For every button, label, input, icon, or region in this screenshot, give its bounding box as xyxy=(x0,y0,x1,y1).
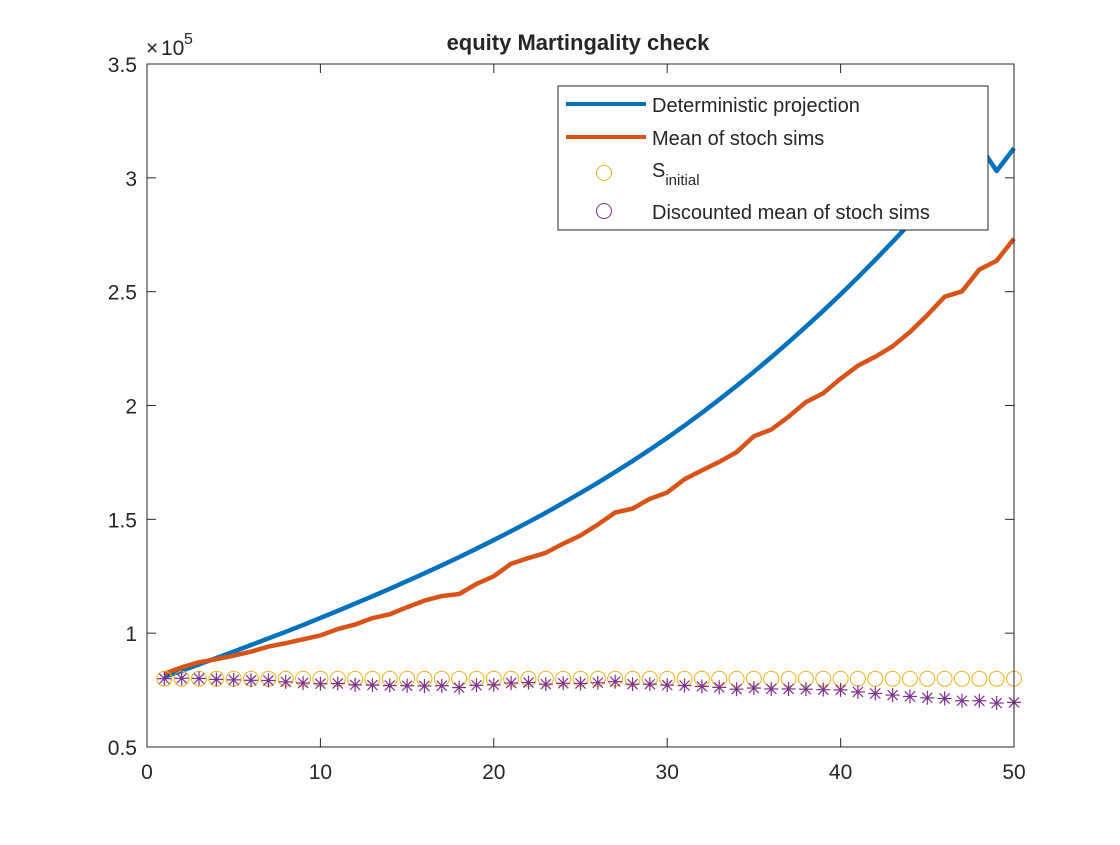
marker-discounted-mean-of-stoch-sims xyxy=(278,674,293,689)
x-tick-label: 20 xyxy=(482,761,505,784)
marker-discounted-mean-of-stoch-sims xyxy=(521,675,536,690)
marker-discounted-mean-of-stoch-sims xyxy=(989,696,1004,711)
marker-discounted-mean-of-stoch-sims xyxy=(261,673,276,688)
marker-discounted-mean-of-stoch-sims xyxy=(348,677,363,692)
legend-label-discounted: Discounted mean of stoch sims xyxy=(652,202,930,224)
marker-discounted-mean-of-stoch-sims xyxy=(660,678,675,693)
x-tick-label: 30 xyxy=(656,761,679,784)
legend-label-s-initial-main: S xyxy=(652,160,665,182)
marker-discounted-mean-of-stoch-sims xyxy=(556,676,571,691)
marker-discounted-mean-of-stoch-sims xyxy=(330,676,345,691)
marker-discounted-mean-of-stoch-sims xyxy=(902,689,917,704)
marker-discounted-mean-of-stoch-sims xyxy=(365,678,380,693)
marker-discounted-mean-of-stoch-sims xyxy=(850,684,865,699)
marker-discounted-mean-of-stoch-sims xyxy=(816,682,831,697)
marker-discounted-mean-of-stoch-sims xyxy=(469,678,484,693)
legend-box xyxy=(557,85,989,231)
legend-label-stoch-mean: Mean of stoch sims xyxy=(652,128,824,150)
marker-discounted-mean-of-stoch-sims xyxy=(400,678,415,693)
marker-discounted-mean-of-stoch-sims xyxy=(296,676,311,691)
marker-discounted-mean-of-stoch-sims xyxy=(608,674,623,689)
marker-discounted-mean-of-stoch-sims xyxy=(174,671,189,686)
marker-discounted-mean-of-stoch-sims xyxy=(244,673,259,688)
series-discounted-mean-of-stoch-sims xyxy=(157,671,1021,711)
marker-discounted-mean-of-stoch-sims xyxy=(417,678,432,693)
legend-swatch-s-initial xyxy=(596,165,612,181)
y-tick-label: 1 xyxy=(125,623,137,646)
y-exponent-base: 10 xyxy=(161,37,184,60)
legend-label-deterministic: Deterministic projection xyxy=(652,95,860,117)
legend-swatch-discounted xyxy=(596,203,612,219)
marker-discounted-mean-of-stoch-sims xyxy=(382,678,397,693)
marker-discounted-mean-of-stoch-sims xyxy=(833,682,848,697)
marker-discounted-mean-of-stoch-sims xyxy=(972,693,987,708)
x-tick-label: 0 xyxy=(141,761,153,784)
marker-s-initial xyxy=(191,670,208,687)
marker-discounted-mean-of-stoch-sims xyxy=(226,672,241,687)
y-tick-label: 2.5 xyxy=(108,282,137,305)
marker-s-initial xyxy=(156,670,173,687)
marker-discounted-mean-of-stoch-sims xyxy=(486,677,501,692)
marker-discounted-mean-of-stoch-sims xyxy=(868,686,883,701)
marker-discounted-mean-of-stoch-sims xyxy=(504,676,519,691)
marker-discounted-mean-of-stoch-sims xyxy=(694,679,709,694)
x-tick-label: 50 xyxy=(1002,761,1025,784)
marker-discounted-mean-of-stoch-sims xyxy=(712,680,727,695)
marker-discounted-mean-of-stoch-sims xyxy=(642,677,657,692)
marker-discounted-mean-of-stoch-sims xyxy=(937,691,952,706)
marker-discounted-mean-of-stoch-sims xyxy=(157,671,172,686)
marker-discounted-mean-of-stoch-sims xyxy=(434,678,449,693)
marker-s-initial xyxy=(988,670,1005,687)
marker-s-initial xyxy=(901,670,918,687)
y-axis-exponent: × 10 5 xyxy=(146,31,193,60)
legend: Deterministic projection Mean of stoch s… xyxy=(557,85,989,231)
series-line-mean-of-stoch-sims xyxy=(163,237,1016,676)
marker-discounted-mean-of-stoch-sims xyxy=(625,677,640,692)
marker-discounted-mean-of-stoch-sims xyxy=(798,682,813,697)
marker-discounted-mean-of-stoch-sims xyxy=(313,676,328,691)
axis-layer: 0 10 20 30 40 50 0.5 1 1.5 2 2.5 3 3.5 xyxy=(108,54,1026,784)
y-tick-label: 3.5 xyxy=(108,54,137,77)
series-line-deterministic-projection xyxy=(163,142,1016,680)
marker-s-initial xyxy=(867,670,884,687)
marker-discounted-mean-of-stoch-sims xyxy=(538,677,553,692)
marker-s-initial xyxy=(919,670,936,687)
marker-s-initial xyxy=(173,670,190,687)
marker-discounted-mean-of-stoch-sims xyxy=(590,675,605,690)
marker-s-initial xyxy=(953,670,970,687)
series-deterministic-projection xyxy=(163,142,1016,680)
marker-discounted-mean-of-stoch-sims xyxy=(192,671,207,686)
marker-discounted-mean-of-stoch-sims xyxy=(746,681,761,696)
x-tick-label: 10 xyxy=(309,761,332,784)
legend-label-s-initial: Sinitial xyxy=(652,160,700,189)
marker-discounted-mean-of-stoch-sims xyxy=(677,678,692,693)
marker-discounted-mean-of-stoch-sims xyxy=(452,680,467,695)
marker-discounted-mean-of-stoch-sims xyxy=(954,693,969,708)
y-exponent-times: × xyxy=(146,37,158,60)
marker-discounted-mean-of-stoch-sims xyxy=(920,690,935,705)
y-tick-label: 3 xyxy=(125,168,137,191)
marker-s-initial xyxy=(971,670,988,687)
marker-discounted-mean-of-stoch-sims xyxy=(573,676,588,691)
marker-discounted-mean-of-stoch-sims xyxy=(885,688,900,703)
y-tick-label: 0.5 xyxy=(108,737,137,760)
legend-label-s-initial-sub: initial xyxy=(665,172,699,189)
marker-discounted-mean-of-stoch-sims xyxy=(764,681,779,696)
chart-title: equity Martingality check xyxy=(447,30,711,55)
y-tick-label: 2 xyxy=(125,396,137,419)
y-tick-label: 1.5 xyxy=(108,509,137,532)
x-tick-label: 40 xyxy=(829,761,852,784)
marker-s-initial xyxy=(884,670,901,687)
marker-discounted-mean-of-stoch-sims xyxy=(729,682,744,697)
series-mean-of-stoch-sims xyxy=(163,237,1016,676)
series-layer xyxy=(156,142,1022,711)
marker-discounted-mean-of-stoch-sims xyxy=(209,672,224,687)
marker-discounted-mean-of-stoch-sims xyxy=(781,681,796,696)
marker-s-initial xyxy=(936,670,953,687)
y-exponent-power: 5 xyxy=(184,31,193,48)
